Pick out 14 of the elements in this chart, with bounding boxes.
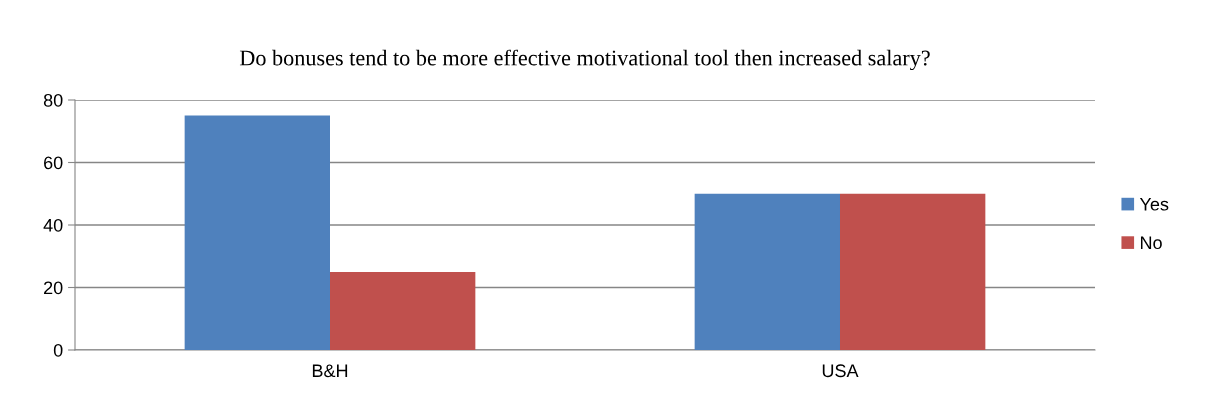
legend-label: No	[1140, 236, 1162, 250]
y-tick-label: 20	[44, 281, 63, 295]
bar	[184, 115, 330, 350]
chart-title: Do bonuses tend to be more effective motivational tool then increased salary?	[239, 49, 930, 71]
y-tick-label: 0	[53, 343, 63, 357]
y-tick-label: 40	[43, 218, 63, 232]
bar	[330, 271, 476, 350]
x-tick-label: USA	[822, 364, 859, 378]
legend-label: Yes	[1139, 198, 1169, 211]
y-tick-label: 80	[43, 93, 63, 107]
bar	[694, 193, 840, 350]
bar	[840, 193, 986, 350]
y-tick-label: 60	[44, 156, 63, 170]
x-tick-label: B&H	[312, 364, 348, 378]
